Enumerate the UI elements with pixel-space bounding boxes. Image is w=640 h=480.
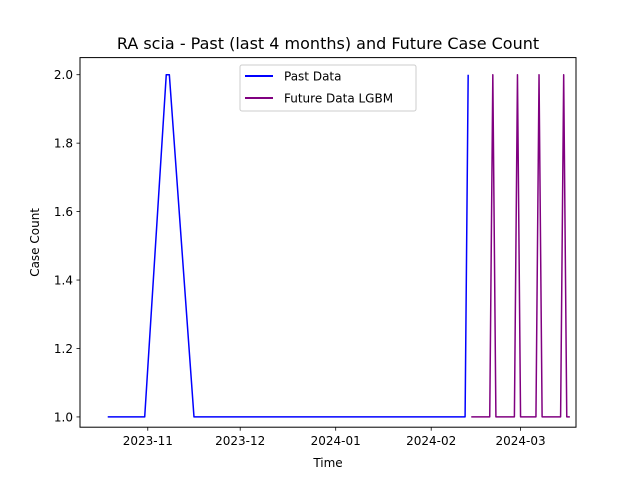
y-tick-label: 1.4 <box>54 274 73 288</box>
x-tick-label: 2023-12 <box>215 434 265 448</box>
legend-label-past-data: Past Data <box>284 70 341 84</box>
chart-title: RA scia - Past (last 4 months) and Futur… <box>117 34 539 53</box>
y-tick-label: 1.8 <box>54 137 73 151</box>
x-tick-label: 2024-02 <box>406 434 456 448</box>
plot-area <box>107 73 570 418</box>
y-axis-label: Case Count <box>28 208 42 277</box>
series-line-past-data <box>107 73 469 418</box>
ticks: 2023-11 2023-12 2024-01 2024-02 2024-03 1.0 1.… <box>54 68 546 448</box>
y-tick-label: 1.2 <box>54 342 73 356</box>
legend-label-future-data: Future Data LGBM <box>284 92 393 106</box>
x-tick-label: 2024-01 <box>311 434 361 448</box>
legend: Past Data Future Data LGBM <box>239 64 417 112</box>
x-tick-label: 2024-03 <box>495 434 545 448</box>
legend-box <box>239 64 417 112</box>
y-tick-label: 1.6 <box>54 205 73 219</box>
axes-frame <box>79 57 577 428</box>
series-line-future-data <box>471 73 570 418</box>
x-tick-label: 2023-11 <box>123 434 173 448</box>
y-tick-label: 1.0 <box>54 410 73 424</box>
x-axis-label: Time <box>312 456 342 470</box>
y-tick-label: 2.0 <box>54 68 73 82</box>
